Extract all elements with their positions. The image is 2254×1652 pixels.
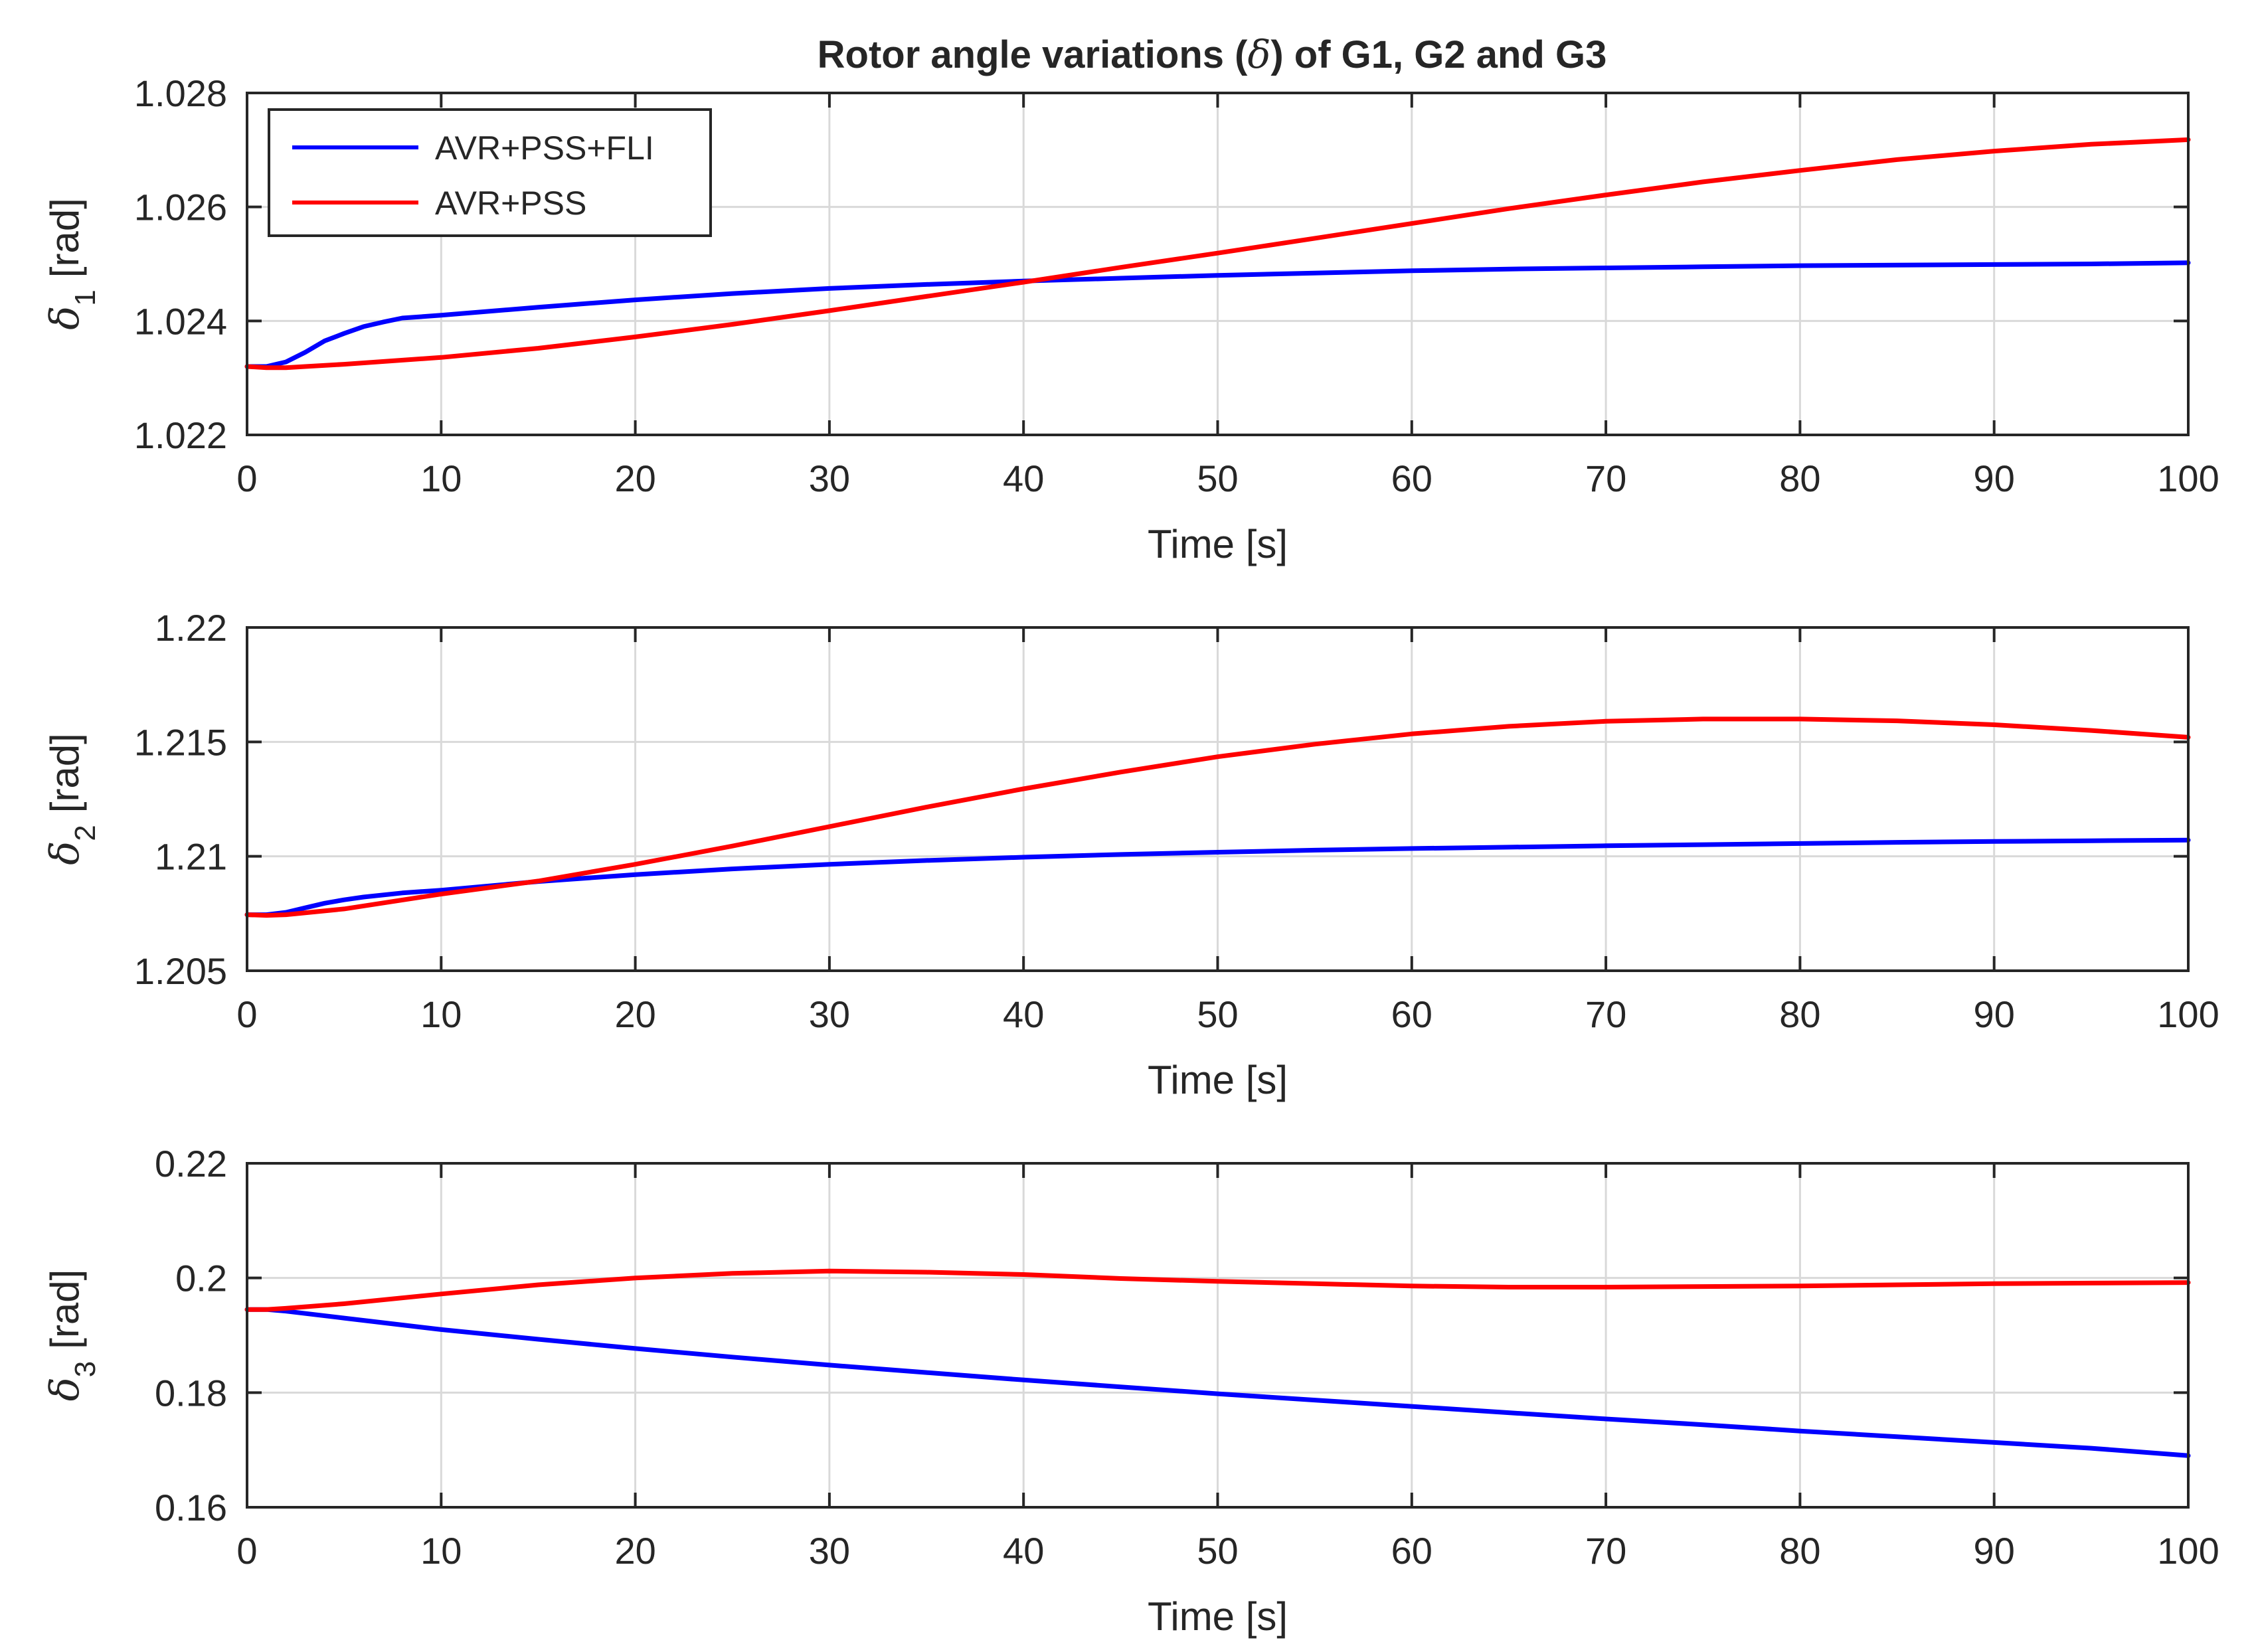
x-tick-label: 50 [1197,457,1238,499]
x-tick-label: 0 [236,993,257,1035]
x-tick-label: 40 [1003,993,1044,1035]
x-tick-label: 10 [420,457,462,499]
y-tick-label: 0.2 [175,1258,227,1299]
x-tick-label: 30 [809,457,850,499]
x-tick-label: 60 [1391,1530,1432,1572]
x-axis-label: Time [s] [1148,1594,1288,1639]
axes-frame [246,1162,2190,1509]
y-tick-label: 1.028 [134,72,227,114]
x-tick-label: 80 [1779,993,1820,1035]
subplot-1: 0 10 20 30 40 50 60 70 80 90 100 1.022 1.024 1.026 1.0… [42,72,2219,566]
y-tick-label: 1.022 [134,414,227,456]
legend-label-avr-pss-fli: AVR+PSS+FLI [435,129,654,167]
x-tick-label: 90 [1974,993,2015,1035]
x-tick-label: 0 [236,457,257,499]
x-tick-label: 0 [236,1530,257,1572]
x-tick-label: 40 [1003,457,1044,499]
x-tick-label: 50 [1197,1530,1238,1572]
subplot-2: 0 10 20 30 40 50 60 70 80 90 100 1.205 1.21 1.215 1.22… [42,607,2219,1102]
plots: 0 10 20 30 40 50 60 70 80 90 1001.0221.0241.0261.0… [42,72,2219,1639]
series-line-avr-pss [244,1268,2191,1312]
legend-box [268,108,712,237]
y-tick-label: 0.16 [155,1487,227,1528]
series-line-avr-pss [244,137,2191,371]
x-tick-label: 100 [2157,1530,2219,1572]
x-tick-label: 20 [614,1530,655,1572]
y-axis-label: δ3[rad] [42,1270,102,1402]
x-tick-label: 50 [1197,993,1238,1035]
legend: AVR+PSS+FLI AVR+PSS [268,108,712,237]
x-tick-label: 90 [1974,457,2015,499]
x-axis-label: Time [s] [1148,1058,1288,1102]
y-tick-label: 0.22 [155,1143,227,1185]
x-tick-label: 70 [1585,993,1626,1035]
x-tick-label: 30 [809,993,850,1035]
axes-frame [246,92,2190,436]
x-tick-label: 30 [809,1530,850,1572]
x-tick-label: 100 [2157,457,2219,499]
legend-label-avr-pss: AVR+PSS [435,185,586,222]
x-tick-label: 80 [1779,1530,1820,1572]
x-tick-label: 100 [2157,993,2219,1035]
y-tick-label: 1.205 [134,950,227,992]
x-tick-label: 70 [1585,1530,1626,1572]
x-tick-label: 90 [1974,1530,2015,1572]
x-axis-label: Time [s] [1148,522,1288,566]
x-tick-label: 80 [1779,457,1820,499]
y-axis-label: δ1[rad] [42,198,102,330]
x-tick-label: 70 [1585,457,1626,499]
x-tick-label: 60 [1391,993,1432,1035]
chart-title: Rotor angle variations (δ) of G1, G2 and… [818,32,1607,77]
y-axis-label: δ2[rad] [42,733,102,865]
series-line-avr-pss-fli [244,1307,2191,1458]
series-line-avr-pss [244,716,2191,918]
x-tick-label: 60 [1391,457,1432,499]
x-tick-label: 10 [420,993,462,1035]
subplot-3: 0 10 20 30 40 50 60 70 80 90 100 0.16 0.18 0.2 0.22 Tim… [42,1143,2219,1639]
y-tick-label: 1.215 [134,721,227,763]
x-tick-label: 40 [1003,1530,1044,1572]
x-tick-label: 20 [614,993,655,1035]
y-tick-label: 0.18 [155,1372,227,1414]
series-line-avr-pss-fli [244,260,2191,369]
y-tick-label: 1.22 [155,607,227,649]
y-tick-label: 1.21 [155,836,227,878]
axes-frame [246,626,2190,972]
y-tick-label: 1.026 [134,187,227,228]
y-tick-label: 1.024 [134,300,227,342]
x-tick-label: 20 [614,457,655,499]
series-line-avr-pss-fli [244,837,2191,918]
x-tick-label: 10 [420,1530,462,1572]
